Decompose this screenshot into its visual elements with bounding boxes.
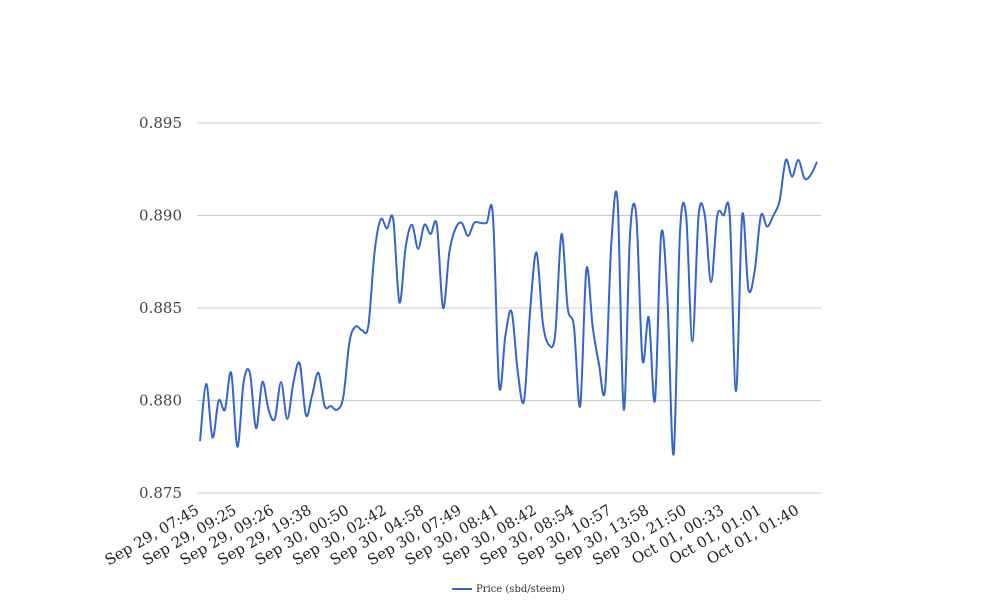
legend-label: Price (sbd/steem) [476, 584, 565, 595]
y-tick-label: 0.895 [139, 114, 182, 132]
legend[interactable]: Price (sbd/steem) [452, 584, 565, 595]
y-tick-label: 0.875 [139, 484, 182, 502]
y-axis-tick-labels: 0.875 0.880 0.885 0.890 0.895 [139, 114, 182, 502]
y-tick-label: 0.885 [139, 299, 182, 317]
y-tick-label: 0.890 [139, 207, 182, 225]
series-lines [199, 158, 818, 456]
y-tick-label: 0.880 [139, 392, 182, 410]
gridlines [197, 122, 821, 494]
series-line-price[interactable] [199, 158, 818, 456]
